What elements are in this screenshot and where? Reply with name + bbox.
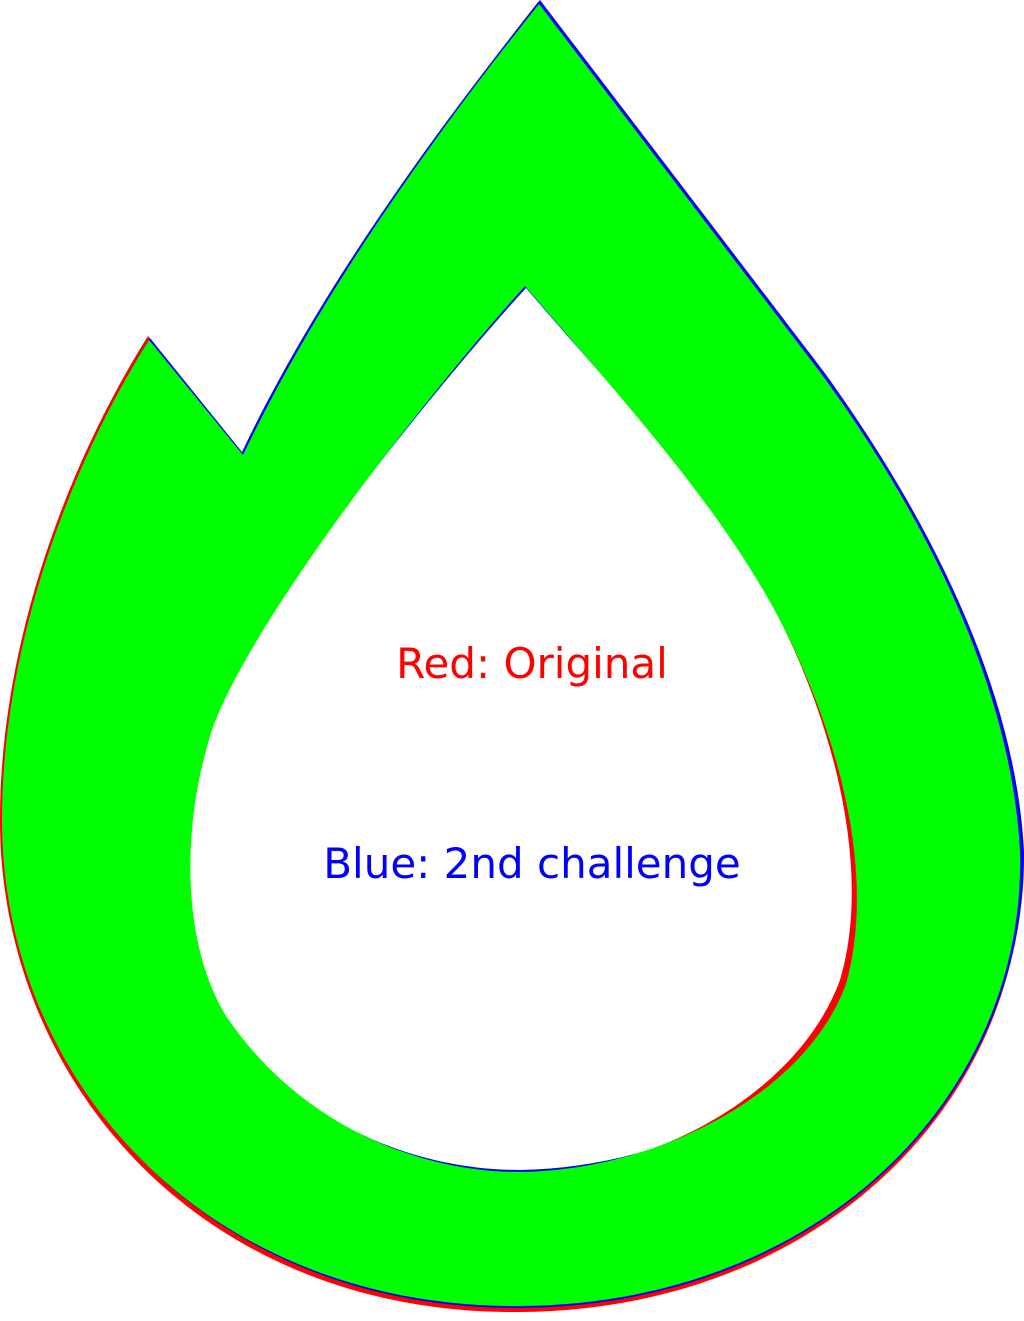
legend-original-label: Red: Original — [396, 639, 668, 688]
legend-challenge-label: Blue: 2nd challenge — [323, 839, 741, 888]
overlap-flame-shape — [2, 4, 1021, 1307]
